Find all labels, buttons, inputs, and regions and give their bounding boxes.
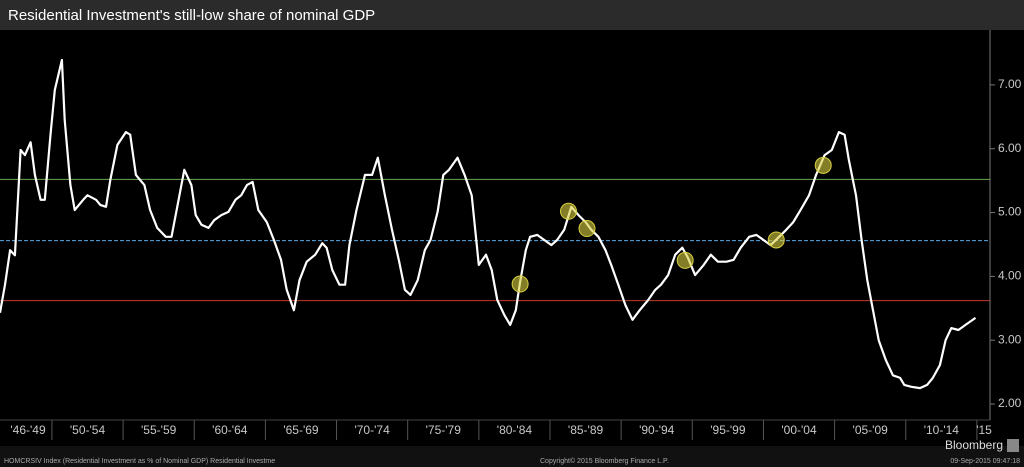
- x-tick-label: '15: [976, 423, 992, 437]
- highlight-point: [676, 251, 694, 269]
- x-tick-label: '55-'59: [141, 423, 177, 437]
- chart-title: Residential Investment's still-low share…: [8, 7, 375, 24]
- footer-copyright: Copyright© 2015 Bloomberg Finance L.P.: [540, 457, 669, 465]
- x-tick-label: '05-'09: [853, 423, 889, 437]
- highlight-point: [814, 156, 832, 174]
- y-tick-label: 4.00: [998, 269, 1022, 283]
- brand: Bloomberg: [945, 438, 1003, 452]
- brand-icon: [1007, 439, 1019, 452]
- x-tick-label: '75-'79: [426, 423, 462, 437]
- x-tick-label: '80-'84: [497, 423, 533, 437]
- footer-timestamp: 09-Sep-2015 09:47:18: [950, 458, 1020, 465]
- highlight-point: [578, 220, 596, 238]
- footer-source: HOMCRSIV Index (Residential Investment a…: [4, 458, 275, 465]
- highlight-point: [559, 202, 577, 220]
- highlight-point: [767, 231, 785, 249]
- y-tick-label: 2.00: [998, 396, 1022, 410]
- x-tick-label: '10-'14: [924, 423, 960, 437]
- data-line: [0, 58, 977, 390]
- y-tick-label: 6.00: [998, 141, 1022, 155]
- x-tick-label: '70-'74: [354, 423, 390, 437]
- y-tick-label: 5.00: [998, 205, 1022, 219]
- title-bar: [0, 0, 1024, 30]
- y-tick-label: 7.00: [998, 77, 1022, 91]
- x-tick-label: '65-'69: [283, 423, 319, 437]
- x-tick-label: '90-'94: [639, 423, 675, 437]
- x-tick-label: '85-'89: [568, 423, 604, 437]
- y-tick-label: 3.00: [998, 332, 1022, 346]
- footer-bar: [0, 446, 1024, 467]
- x-tick-label: '46-'49: [10, 423, 46, 437]
- x-tick-label: '95-'99: [710, 423, 746, 437]
- x-tick-label: '00-'04: [781, 423, 817, 437]
- x-tick-label: '60-'64: [212, 423, 248, 437]
- highlight-point: [511, 275, 529, 293]
- x-tick-label: '50-'54: [70, 423, 106, 437]
